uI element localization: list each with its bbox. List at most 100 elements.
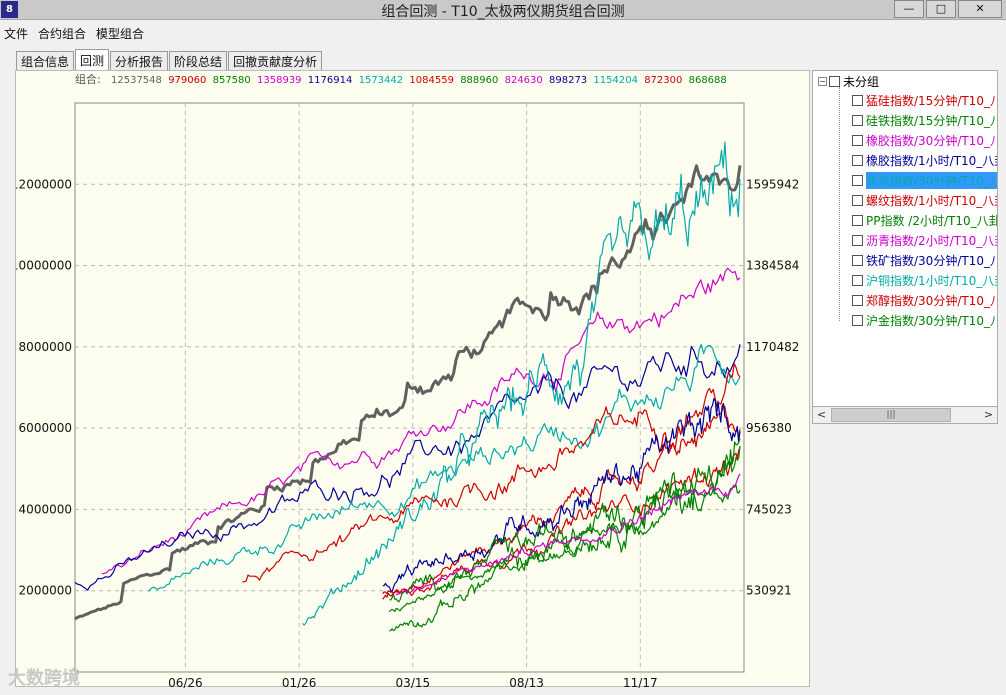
series-line-5 — [242, 363, 741, 583]
y-tick-label: 6000000 — [19, 421, 72, 435]
tree-item-label: 焦炭指数/30分钟/T10_八 — [866, 171, 997, 189]
maximize-button[interactable]: □ — [926, 0, 956, 18]
app-icon: 8 — [1, 1, 18, 18]
y2-tick-label: 1384584 — [746, 259, 799, 273]
series-line-12 — [395, 473, 741, 596]
tree-horizontal-scrollbar[interactable]: < ||| > — [812, 406, 998, 424]
tree-item[interactable]: 螺纹指数/1小时/T10_八卦 — [852, 190, 997, 210]
tree-item-checkbox[interactable] — [852, 174, 863, 186]
tree-item-label: 沪金指数/30分钟/T10_八 — [866, 313, 998, 328]
tree-item[interactable]: 沪金指数/30分钟/T10_八 — [852, 310, 998, 330]
series-line-1 — [101, 267, 741, 575]
tree-item[interactable]: 铁矿指数/30分钟/T10_八 — [852, 250, 998, 270]
tree-item-checkbox[interactable] — [852, 94, 863, 106]
tree-item-checkbox[interactable] — [852, 274, 863, 286]
tree-item-label: 猛硅指数/15分钟/T10_八 — [866, 93, 998, 108]
legend-value: 1084559 — [409, 75, 454, 86]
y2-tick-label: 530921 — [746, 584, 792, 598]
scroll-left-arrow-icon[interactable]: < — [816, 408, 827, 421]
strategy-tree-panel: − 未分组 猛硅指数/15分钟/T10_八 硅铁指数/15分钟/T10_八 橡胶指数… — [812, 70, 998, 407]
tree-item-checkbox[interactable] — [852, 194, 863, 206]
plot-frame — [74, 102, 745, 673]
x-tick-label: 08/13 — [509, 676, 544, 688]
window-title: 组合回测 - T10_太极两仪期货组合回测 — [381, 4, 625, 20]
legend-value: 872300 — [644, 75, 682, 86]
series-line-8 — [382, 397, 741, 592]
series-line-3 — [148, 343, 741, 592]
tree-item-label: 铁矿指数/30分钟/T10_八 — [866, 253, 998, 268]
tree-item[interactable]: 沥青指数/2小时/T10_八卦 — [852, 230, 998, 250]
series-line-0 — [74, 164, 742, 621]
title-bar[interactable]: 8 组合回测 - T10_太极两仪期货组合回测 — □ ✕ — [0, 0, 1006, 20]
menu-item-1[interactable]: 合约组合 — [38, 27, 87, 41]
tree-root-checkbox[interactable] — [829, 75, 840, 87]
y2-tick-label: 745023 — [746, 502, 792, 516]
tree-item[interactable]: 焦炭指数/30分钟/T10_八 — [852, 170, 997, 190]
x-tick-label: 11/17 — [623, 676, 658, 688]
tree-item-checkbox[interactable] — [852, 154, 863, 166]
scroll-right-arrow-icon[interactable]: > — [983, 408, 994, 421]
tree-item-checkbox[interactable] — [852, 234, 863, 246]
tab-4[interactable]: 回撤贡献度分析 — [228, 51, 323, 70]
series-line-10 — [389, 446, 741, 603]
tree-item-checkbox[interactable] — [852, 294, 863, 306]
legend-value: 1176914 — [308, 75, 353, 86]
tree-item-checkbox[interactable] — [852, 134, 863, 146]
tree-item[interactable]: 猛硅指数/15分钟/T10_八 — [852, 90, 998, 110]
tab-1[interactable]: 回测 — [75, 49, 110, 70]
minimize-button[interactable]: — — [894, 0, 924, 18]
tree-item-checkbox[interactable] — [852, 114, 863, 126]
scroll-thumb[interactable]: ||| — [831, 408, 951, 422]
x-tick-label: 01/26 — [282, 676, 317, 688]
tree-item-checkbox[interactable] — [852, 214, 863, 226]
y2-tick-label: 1595942 — [746, 177, 799, 191]
legend-value: 1358939 — [257, 75, 302, 86]
series-line-2 — [74, 344, 741, 591]
series-line-4 — [302, 141, 741, 626]
tree-root-node[interactable]: − 未分组 — [818, 73, 879, 89]
y-tick-label: 4000000 — [19, 502, 72, 516]
legend-value: 12537548 — [111, 75, 162, 86]
watermark-logo: 大数跨境 — [8, 668, 80, 689]
close-button[interactable]: ✕ — [958, 0, 1002, 18]
legend-value: 868688 — [689, 75, 727, 86]
legend-value: 979060 — [168, 75, 206, 86]
tab-0[interactable]: 组合信息 — [16, 51, 75, 70]
tree-item[interactable]: 硅铁指数/15分钟/T10_八 — [852, 110, 998, 130]
tree-item-label: 橡胶指数/1小时/T10_八卦 — [866, 153, 998, 168]
legend-value: 1573442 — [359, 75, 404, 86]
tab-3[interactable]: 阶段总结 — [169, 51, 228, 70]
y-tick-label: 10000000 — [16, 259, 72, 273]
menu-item-2[interactable]: 模型组合 — [96, 27, 145, 41]
legend-prefix: 组合: — [75, 72, 101, 86]
series-line-9 — [389, 438, 741, 632]
series-line-7 — [382, 446, 741, 600]
tree-item-label: 橡胶指数/30分钟/T10_八 — [866, 133, 998, 148]
tree-item[interactable]: PP指数 /2小时/T10_八卦 — [852, 210, 998, 230]
legend-value: 898273 — [549, 75, 587, 86]
tree-root-label: 未分组 — [843, 74, 880, 89]
tab-strip: 组合信息 回测 分析报告 阶段总结 回撤贡献度分析 — [16, 49, 323, 71]
tree-item-checkbox[interactable] — [852, 314, 863, 326]
tree-item[interactable]: 橡胶指数/30分钟/T10_八 — [852, 130, 998, 150]
y2-tick-label: 1170482 — [746, 340, 799, 354]
tree-item[interactable]: 沪铜指数/1小时/T10_八卦 — [852, 270, 997, 290]
tab-2[interactable]: 分析报告 — [110, 51, 169, 70]
tree-item-label: 硅铁指数/15分钟/T10_八 — [866, 113, 998, 128]
tree-item-checkbox[interactable] — [852, 254, 863, 266]
equity-curve-chart: 组合: 12537548 979060 857580 1358939 1176914 157… — [16, 72, 799, 688]
tree-item[interactable]: 橡胶指数/1小时/T10_八卦 — [852, 150, 998, 170]
tree-connector-line — [839, 87, 840, 321]
tree-item-label: 沥青指数/2小时/T10_八卦 — [866, 233, 998, 248]
menu-item-0[interactable]: 文件 — [4, 27, 29, 41]
y2-tick-label: 956380 — [746, 421, 792, 435]
tree-item-label: PP指数 /2小时/T10_八卦 — [866, 213, 998, 228]
y-tick-label: 2000000 — [19, 584, 72, 598]
legend-value: 857580 — [213, 75, 251, 86]
collapse-icon[interactable]: − — [818, 76, 827, 86]
tree-item[interactable]: 郑醇指数/30分钟/T10_八 — [852, 290, 997, 310]
backtest-chart-panel: 组合: 12537548 979060 857580 1358939 1176914 157… — [15, 70, 810, 688]
x-tick-label: 06/26 — [168, 676, 203, 688]
legend-value: 1154204 — [593, 75, 638, 86]
